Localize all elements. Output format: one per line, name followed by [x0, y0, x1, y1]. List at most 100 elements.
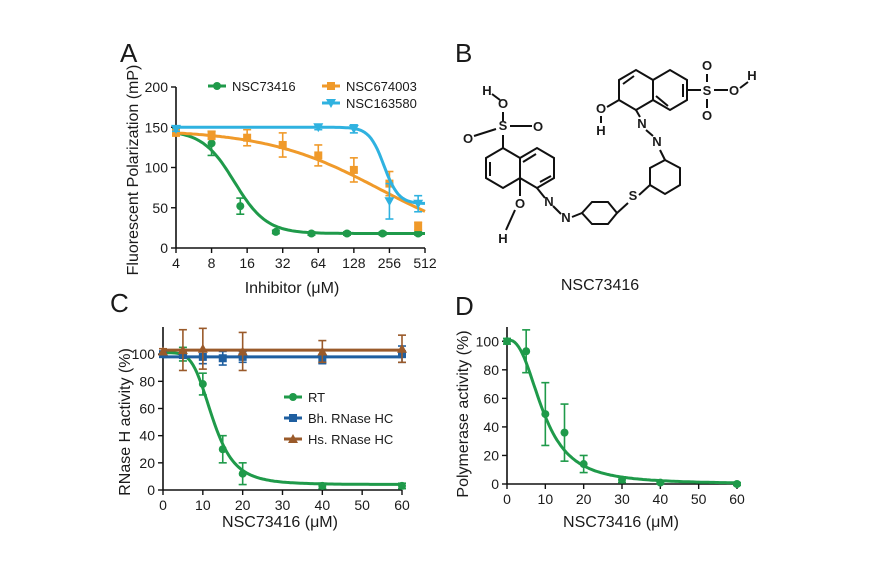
- chart-a-series-0-point: [414, 229, 423, 238]
- chart-c-series-0-point: [238, 469, 247, 478]
- chart-d-y-tick-label: 0: [491, 476, 499, 492]
- chart-a-legend: NSC73416 NSC674003 NSC163580: [208, 79, 417, 111]
- chart-a-legend-marker-0: [213, 82, 221, 90]
- chart-a-x-tick-label: 256: [378, 255, 402, 271]
- chart-a-series-1-point: [278, 140, 287, 149]
- atom-o: O: [463, 131, 473, 146]
- chart-c-legend: RT Bh. RNase HC Hs. RNase HC: [284, 390, 393, 447]
- chart-c-series-0-point: [218, 445, 227, 454]
- chart-a-series-0-point: [343, 229, 352, 238]
- chart-c-x-tick-label: 60: [394, 497, 410, 513]
- chart-a-xlabel: Inhibitor (μM): [245, 280, 340, 297]
- chart-c-x-tick-label: 10: [195, 497, 211, 513]
- chart-c-legend-label-0: RT: [308, 390, 325, 405]
- chart-d-y-tick-label: 60: [483, 390, 499, 406]
- chart-a-series-0-point: [271, 227, 280, 236]
- chart-a-series-2-point: [348, 124, 359, 134]
- chart-c-series-2-point: [177, 345, 188, 355]
- chart-c-legend-marker-1: [289, 414, 297, 422]
- chart-c-x-tick-label: 0: [159, 497, 167, 513]
- atom-h: H: [596, 123, 605, 138]
- chart-d-x-tick-label: 30: [614, 491, 630, 507]
- chart-d-x-tick-label: 40: [653, 491, 669, 507]
- chart-a-series-2-point: [384, 197, 395, 207]
- chart-a-x-tick-label: 16: [239, 255, 255, 271]
- atom-h: H: [498, 231, 507, 246]
- chart-a-series-1-point: [314, 151, 323, 160]
- bond: [536, 187, 546, 199]
- atom-h: H: [747, 68, 756, 83]
- chart-d-series-0-point: [522, 347, 531, 356]
- bond: [739, 81, 749, 89]
- chart-d-x-tick-label: 20: [576, 491, 592, 507]
- chart-a-x-tick-label: 512: [413, 255, 437, 271]
- panel-letter-a: A: [120, 38, 138, 68]
- chart-c-y-tick-label: 100: [132, 346, 156, 362]
- atom-s-bridge: S: [629, 188, 638, 203]
- atom-s-right: S: [703, 83, 712, 98]
- chart-a-x-tick-label: 128: [342, 255, 366, 271]
- bond: [522, 153, 537, 163]
- left-naphthalene-ring-1: [485, 146, 521, 190]
- chart-a-y-tick-label: 50: [152, 200, 168, 216]
- chart-c-series-2-point: [197, 343, 208, 353]
- chart-d-x-tick-label: 50: [691, 491, 707, 507]
- atom-n: N: [544, 194, 553, 209]
- chart-a-y-tick-label: 100: [145, 160, 169, 176]
- chart-d-y-tick-label: 80: [483, 362, 499, 378]
- chart-c-series-0-point: [198, 380, 207, 389]
- bond: [638, 184, 651, 196]
- chart-d-x-tick-label: 60: [729, 491, 745, 507]
- chart-a-series-0-point: [307, 229, 316, 238]
- chart-d-series-0-point: [541, 410, 550, 419]
- chart-c-xlabel: NSC73416 (μM): [222, 514, 338, 531]
- panel-letter-d: D: [455, 291, 474, 321]
- atom-o: O: [498, 96, 508, 111]
- chart-d-series-0-point: [618, 475, 626, 484]
- chart-c-series-2-point: [317, 346, 328, 356]
- chart-a-series-2-point: [413, 199, 424, 209]
- bond: [552, 205, 562, 215]
- chart-c-series-2-point: [397, 343, 407, 353]
- chart-a-legend-marker-1: [327, 82, 335, 90]
- chart-c-x-tick-label: 30: [275, 497, 291, 513]
- chart-a-y-tick-label: 0: [160, 240, 168, 256]
- chart-a-series-1-point: [414, 222, 423, 231]
- atom-s-left: S: [499, 118, 508, 133]
- atom-o: O: [515, 196, 525, 211]
- bond: [539, 175, 552, 183]
- chart-c-legend-marker-2: [288, 434, 298, 443]
- structure-name: NSC73416: [561, 277, 639, 294]
- chart-a-series-1-point: [243, 133, 252, 142]
- bond: [606, 99, 620, 108]
- atom-o: O: [533, 119, 543, 134]
- chart-d-y-tick-label: 40: [483, 419, 499, 435]
- chart-d-y-tick-label: 20: [483, 447, 499, 463]
- chart-c-ylabel: RNase H activity (%): [117, 348, 134, 496]
- atom-n: N: [652, 134, 661, 149]
- chart-c-legend-marker-0: [289, 393, 297, 401]
- chart-c-x-tick-label: 40: [315, 497, 331, 513]
- chart-d-series-0-point: [733, 480, 741, 488]
- chart-d-series-0-point: [503, 337, 511, 346]
- bond: [659, 149, 666, 161]
- bond: [645, 129, 654, 137]
- chart-a-series-0-point: [207, 139, 216, 148]
- chart-d-series-0-point: [656, 478, 665, 487]
- chart-a: 4 8 16 32 64 128 256 512 0 50 100 150 200 Inhibitor …: [125, 65, 437, 297]
- chart-a-ylabel: Fluorescent Polarization (mP): [125, 65, 142, 276]
- right-naphthalene-ring-1: [618, 68, 654, 112]
- phenyl-ring-1: [580, 201, 619, 225]
- bond: [571, 212, 583, 218]
- bond: [505, 209, 516, 231]
- chart-c-x-tick-label: 20: [235, 497, 251, 513]
- atom-n: N: [561, 210, 570, 225]
- chart-d-x-tick-label: 10: [538, 491, 554, 507]
- panel-letter-c: C: [110, 288, 129, 318]
- chart-a-series-0-point: [378, 229, 387, 238]
- chart-c-series-0-point: [398, 481, 406, 490]
- chart-a-series-1-point: [349, 165, 358, 174]
- chart-a-y-tick-label: 150: [145, 119, 169, 135]
